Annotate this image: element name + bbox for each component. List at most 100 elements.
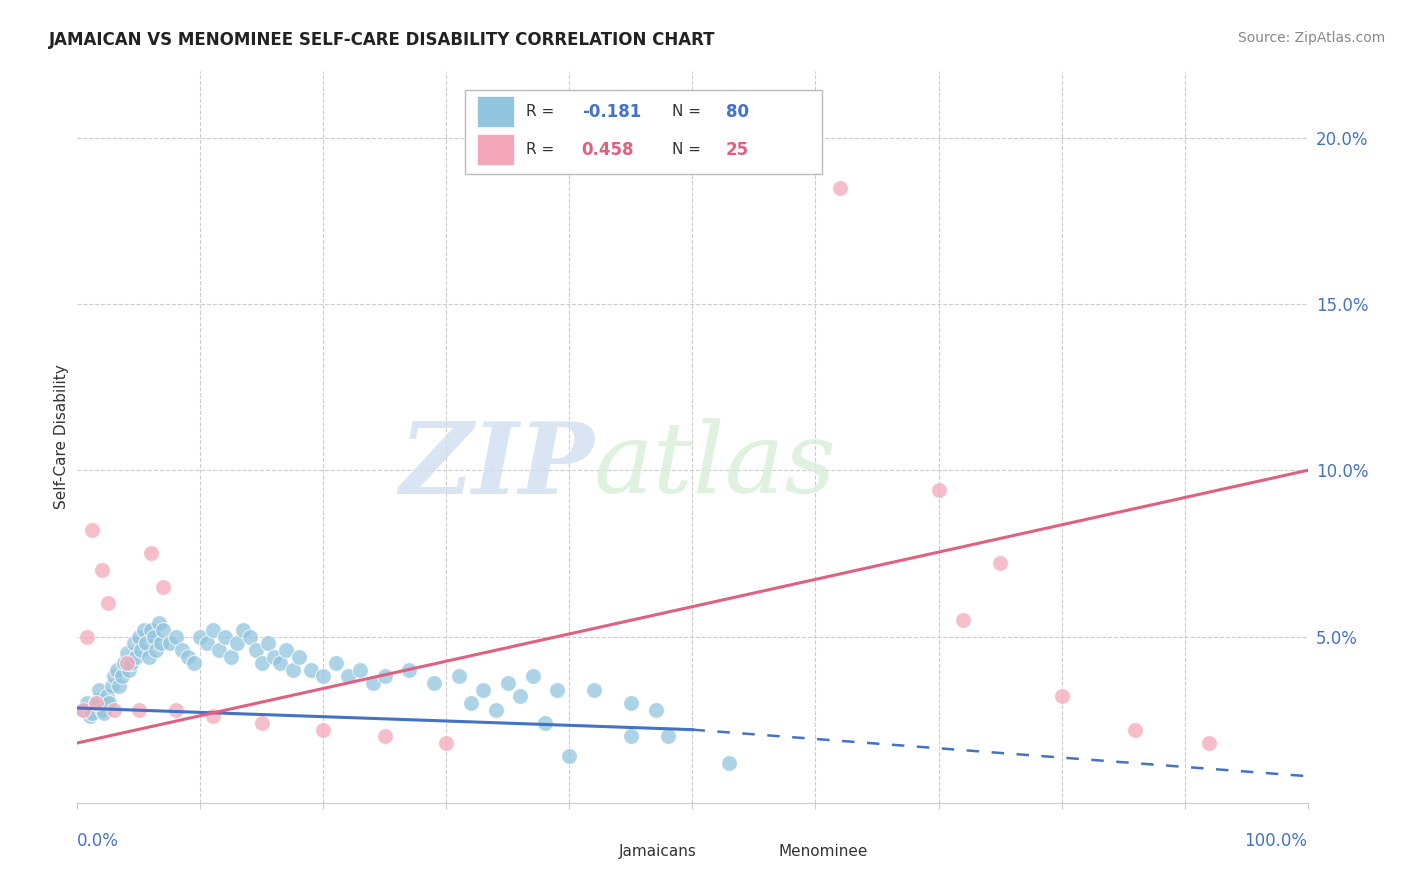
Text: ZIP: ZIP	[399, 418, 595, 515]
Point	[82, 706, 104, 720]
Point	[472, 682, 495, 697]
Point	[72, 703, 94, 717]
Point	[299, 663, 322, 677]
Point	[96, 690, 118, 704]
Point	[72, 703, 94, 717]
Point	[288, 649, 311, 664]
Point	[201, 623, 224, 637]
Point	[183, 656, 205, 670]
Point	[534, 716, 557, 731]
Point	[620, 729, 643, 743]
Point	[657, 729, 679, 743]
Point	[84, 696, 107, 710]
Point	[105, 663, 128, 677]
Point	[159, 636, 181, 650]
Point	[76, 696, 98, 710]
Bar	[477, 135, 515, 165]
Point	[141, 546, 163, 560]
Point	[546, 682, 568, 697]
Bar	[735, 841, 770, 863]
Point	[952, 613, 974, 627]
Point	[150, 636, 173, 650]
Point	[250, 716, 273, 731]
Point	[108, 680, 131, 694]
Point	[325, 656, 347, 670]
Point	[988, 557, 1011, 571]
Point	[118, 663, 141, 677]
FancyBboxPatch shape	[465, 90, 821, 174]
Point	[496, 676, 519, 690]
Point	[82, 523, 104, 537]
Point	[245, 643, 267, 657]
Point	[138, 649, 160, 664]
Point	[79, 709, 101, 723]
Point	[152, 580, 174, 594]
Text: atlas: atlas	[595, 418, 837, 514]
Point	[90, 703, 114, 717]
Point	[111, 669, 132, 683]
Point	[226, 636, 249, 650]
Text: -0.181: -0.181	[582, 103, 641, 120]
Point	[485, 703, 508, 717]
Point	[250, 656, 273, 670]
Point	[112, 656, 135, 670]
Point	[165, 703, 187, 717]
Point	[103, 703, 125, 717]
Text: 100.0%: 100.0%	[1244, 832, 1308, 850]
Point	[201, 709, 224, 723]
Point	[121, 656, 143, 670]
Point	[1125, 723, 1147, 737]
Text: N =: N =	[672, 104, 706, 120]
Point	[97, 596, 120, 610]
Point	[87, 692, 110, 706]
Point	[374, 669, 396, 683]
Point	[93, 706, 115, 720]
Point	[129, 643, 153, 657]
Point	[349, 663, 371, 677]
Point	[208, 643, 231, 657]
Y-axis label: Self-Care Disability: Self-Care Disability	[53, 365, 69, 509]
Point	[269, 656, 291, 670]
Point	[718, 756, 741, 770]
Point	[145, 643, 167, 657]
Point	[128, 703, 150, 717]
Point	[312, 669, 335, 683]
Point	[257, 636, 280, 650]
Text: N =: N =	[672, 142, 706, 157]
Text: 0.458: 0.458	[582, 141, 634, 159]
Point	[142, 630, 165, 644]
Point	[170, 643, 193, 657]
Point	[89, 682, 111, 697]
Point	[423, 676, 446, 690]
Bar	[477, 96, 515, 127]
Point	[103, 669, 125, 683]
Bar	[575, 841, 610, 863]
Point	[522, 669, 544, 683]
Point	[101, 680, 124, 694]
Point	[460, 696, 482, 710]
Point	[90, 563, 114, 577]
Point	[165, 630, 187, 644]
Point	[115, 656, 138, 670]
Point	[1050, 690, 1073, 704]
Text: JAMAICAN VS MENOMINEE SELF-CARE DISABILITY CORRELATION CHART: JAMAICAN VS MENOMINEE SELF-CARE DISABILI…	[49, 31, 716, 49]
Point	[361, 676, 384, 690]
Point	[232, 623, 254, 637]
Point	[219, 649, 242, 664]
Point	[1198, 736, 1220, 750]
Point	[177, 649, 200, 664]
Point	[141, 623, 163, 637]
Text: 0.0%: 0.0%	[77, 832, 120, 850]
Text: 80: 80	[725, 103, 748, 120]
Point	[125, 649, 148, 664]
Point	[195, 636, 218, 650]
Text: 25: 25	[725, 141, 749, 159]
Text: R =: R =	[526, 142, 560, 157]
Point	[436, 736, 458, 750]
Point	[188, 630, 212, 644]
Point	[84, 696, 107, 710]
Text: Menominee: Menominee	[779, 845, 868, 859]
Point	[830, 180, 852, 194]
Point	[135, 636, 157, 650]
Text: Source: ZipAtlas.com: Source: ZipAtlas.com	[1237, 31, 1385, 45]
